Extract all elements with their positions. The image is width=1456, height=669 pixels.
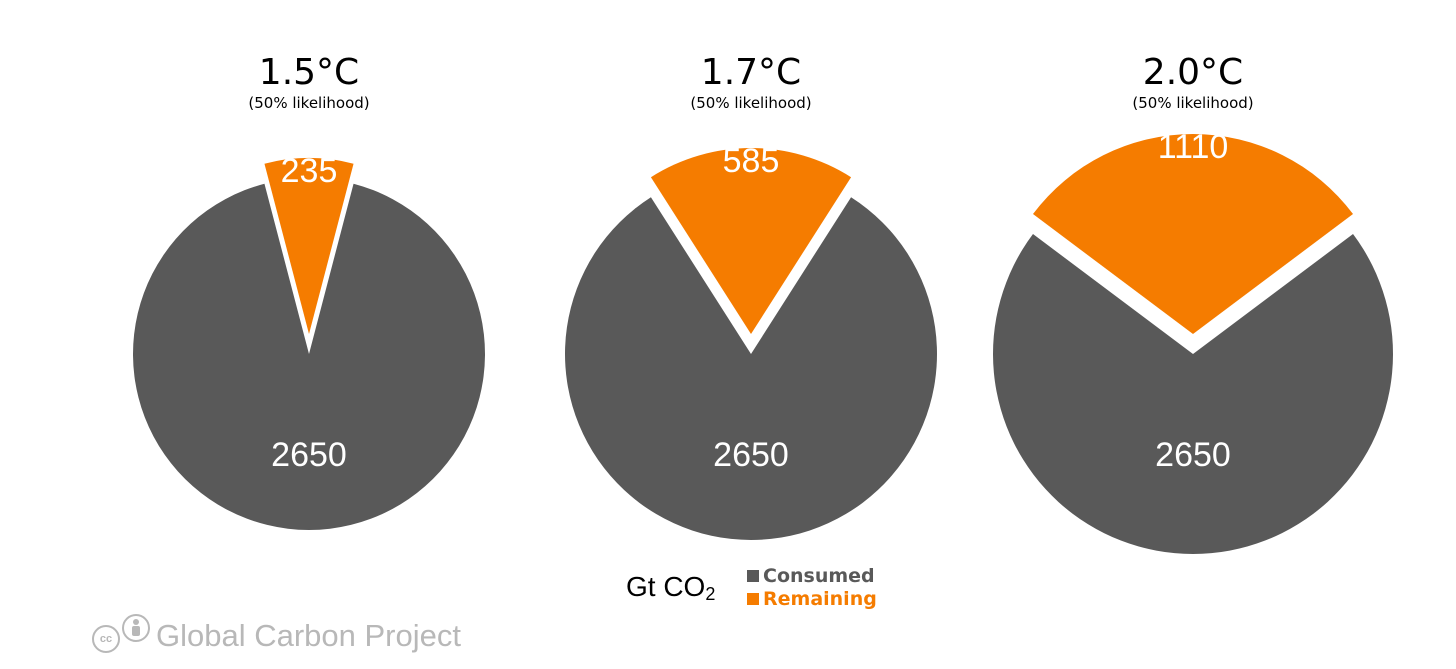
legend-unit-main: Gt CO xyxy=(626,571,706,602)
footer-attribution: cc Global Carbon Project xyxy=(92,614,461,654)
pie-chart-2: 585 2650 xyxy=(565,142,938,541)
legend-item-remaining: Remaining xyxy=(747,588,877,610)
slice-label-consumed: 2650 xyxy=(1155,436,1231,474)
chart-subtitle: (50% likelihood) xyxy=(1132,94,1254,112)
legend-swatch-consumed xyxy=(747,570,759,582)
pie-chart-3: 1110 2650 xyxy=(993,128,1393,554)
slice-label-consumed: 2650 xyxy=(271,436,347,474)
footer-text: Global Carbon Project xyxy=(156,618,461,653)
pie-slice-remaining xyxy=(650,148,852,334)
chart-subtitle: (50% likelihood) xyxy=(248,94,370,112)
chart-panel-2: 1.7°C (50% likelihood) xyxy=(601,0,901,669)
pie-chart-1: 235 2650 xyxy=(133,152,486,530)
chart-panel-1: 1.5°C (50% likelihood) xyxy=(159,0,459,669)
chart-title: 1.7°C xyxy=(700,52,802,93)
legend-swatch-remaining xyxy=(747,593,759,605)
legend-unit-sub: 2 xyxy=(705,584,716,604)
slice-label-consumed: 2650 xyxy=(713,436,789,474)
legend-item-consumed: Consumed xyxy=(747,565,875,587)
chart-title: 2.0°C xyxy=(1142,52,1244,93)
chart-subtitle: (50% likelihood) xyxy=(690,94,812,112)
pie-slice-remaining xyxy=(1032,133,1354,334)
chart-title: 1.5°C xyxy=(258,52,360,93)
chart-panel-3: 2.0°C (50% likelihood) xyxy=(1043,0,1343,669)
cc-icon: cc xyxy=(92,625,120,653)
pie-slice-consumed xyxy=(993,234,1393,554)
legend-label-consumed: Consumed xyxy=(763,565,875,587)
pie-slice-consumed xyxy=(133,183,486,530)
slice-label-remaining: 235 xyxy=(281,152,338,190)
slice-label-remaining: 1110 xyxy=(1158,128,1229,166)
legend-unit: Gt CO2 xyxy=(626,571,715,605)
pie-slice-remaining xyxy=(264,157,354,334)
slice-label-remaining: 585 xyxy=(723,142,780,180)
attribution-icon xyxy=(122,614,150,642)
legend-label-remaining: Remaining xyxy=(763,588,877,610)
pie-slice-consumed xyxy=(565,197,938,541)
